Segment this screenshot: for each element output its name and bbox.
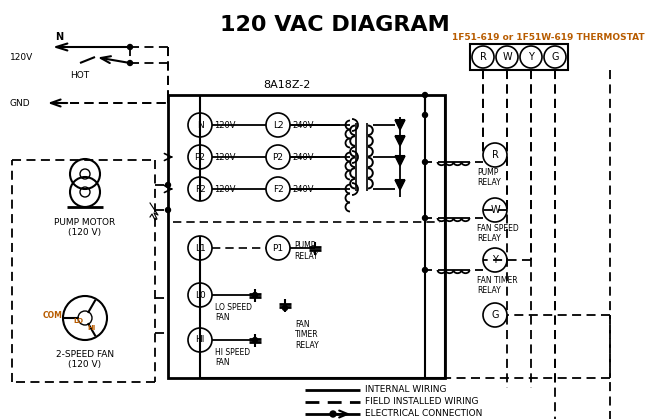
- Text: 2-SPEED FAN
(120 V): 2-SPEED FAN (120 V): [56, 350, 114, 370]
- Text: 120V: 120V: [214, 184, 235, 194]
- Text: G: G: [551, 52, 559, 62]
- Text: FAN TIMER
RELAY: FAN TIMER RELAY: [477, 276, 518, 295]
- Polygon shape: [395, 180, 405, 190]
- Text: P2: P2: [273, 153, 283, 161]
- Polygon shape: [395, 136, 405, 146]
- Circle shape: [127, 60, 133, 65]
- Text: W: W: [502, 52, 512, 62]
- Text: LO: LO: [73, 318, 83, 324]
- Text: HOT: HOT: [70, 71, 90, 80]
- Polygon shape: [395, 120, 405, 130]
- Text: 240V: 240V: [292, 153, 314, 161]
- Text: 240V: 240V: [292, 184, 314, 194]
- Circle shape: [253, 337, 257, 342]
- Text: FIELD INSTALLED WIRING: FIELD INSTALLED WIRING: [365, 398, 478, 406]
- Circle shape: [423, 93, 427, 98]
- Text: HI: HI: [88, 325, 96, 331]
- Circle shape: [127, 44, 133, 49]
- Text: 120V: 120V: [214, 153, 235, 161]
- Circle shape: [423, 112, 427, 117]
- Text: 120V: 120V: [10, 52, 34, 62]
- Text: R: R: [480, 52, 486, 62]
- Text: 120V: 120V: [214, 121, 235, 129]
- Text: 240V: 240V: [292, 121, 314, 129]
- Text: N: N: [196, 121, 204, 129]
- Text: L0: L0: [194, 290, 206, 300]
- Text: P1: P1: [273, 243, 283, 253]
- Circle shape: [165, 183, 170, 187]
- Circle shape: [423, 215, 427, 220]
- Text: P2: P2: [194, 153, 206, 161]
- Circle shape: [423, 267, 427, 272]
- Text: PUMP MOTOR
(120 V): PUMP MOTOR (120 V): [54, 218, 116, 238]
- Polygon shape: [395, 156, 405, 166]
- Text: FAN SPEED
RELAY: FAN SPEED RELAY: [477, 224, 519, 243]
- Bar: [168, 95, 445, 378]
- Text: N: N: [55, 32, 63, 42]
- Text: 8A18Z-2: 8A18Z-2: [263, 80, 310, 90]
- Circle shape: [283, 305, 287, 310]
- Text: GND: GND: [10, 98, 31, 108]
- Text: R: R: [492, 150, 498, 160]
- Text: PUMP
RELAY: PUMP RELAY: [294, 241, 318, 261]
- Text: HI SPEED
FAN: HI SPEED FAN: [215, 348, 250, 367]
- Text: W: W: [490, 205, 500, 215]
- Text: ELECTRICAL CONNECTION: ELECTRICAL CONNECTION: [365, 409, 482, 419]
- Text: Y: Y: [528, 52, 534, 62]
- Text: G: G: [491, 310, 498, 320]
- Text: L2: L2: [273, 121, 283, 129]
- Text: COM: COM: [43, 311, 63, 321]
- Text: HI: HI: [196, 336, 205, 344]
- Text: L1: L1: [194, 243, 206, 253]
- Text: F2: F2: [194, 184, 206, 194]
- Circle shape: [330, 411, 336, 417]
- Text: Y: Y: [492, 255, 498, 265]
- Text: F2: F2: [273, 184, 283, 194]
- Circle shape: [253, 292, 257, 297]
- Text: 120 VAC DIAGRAM: 120 VAC DIAGRAM: [220, 15, 450, 35]
- Text: LO SPEED
FAN: LO SPEED FAN: [215, 303, 252, 322]
- Text: INTERNAL WIRING: INTERNAL WIRING: [365, 385, 446, 395]
- Text: PUMP
RELAY: PUMP RELAY: [477, 168, 500, 187]
- Circle shape: [165, 207, 170, 212]
- Text: 1F51-619 or 1F51W-619 THERMOSTAT: 1F51-619 or 1F51W-619 THERMOSTAT: [452, 33, 645, 41]
- Circle shape: [423, 160, 427, 165]
- Bar: [470, 44, 568, 70]
- Text: FAN
TIMER
RELAY: FAN TIMER RELAY: [295, 320, 319, 350]
